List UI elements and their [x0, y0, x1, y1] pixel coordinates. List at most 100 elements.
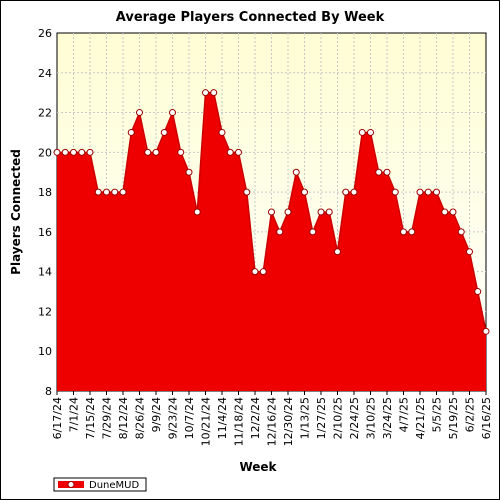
x-tick-label: 11/18/24: [233, 397, 246, 446]
data-point: [169, 109, 176, 117]
x-tick-label: 12/30/24: [282, 397, 295, 446]
y-tick-label: 26: [38, 27, 52, 40]
data-point: [358, 128, 366, 136]
data-point: [309, 228, 317, 236]
data-point: [268, 208, 275, 216]
y-axis-label: Players Connected: [9, 149, 23, 275]
data-point: [400, 228, 407, 236]
data-point: [482, 327, 490, 335]
data-point: [474, 288, 482, 296]
data-point: [193, 208, 201, 216]
x-tick-label: 10/21/24: [200, 397, 213, 446]
legend-marker: [67, 481, 75, 488]
x-tick-label: 3/24/25: [381, 397, 394, 439]
x-axis-label: Week: [239, 460, 277, 474]
data-point: [86, 148, 94, 156]
data-point: [375, 168, 383, 176]
data-point: [70, 148, 77, 156]
y-tick-label: 8: [45, 385, 52, 398]
data-point: [367, 128, 374, 136]
data-point: [61, 148, 69, 156]
data-point: [119, 188, 127, 196]
data-point: [416, 188, 424, 196]
data-point: [243, 188, 251, 196]
legend-label-dunemud: DuneMUD: [89, 480, 139, 491]
data-point: [391, 188, 399, 196]
data-point: [292, 168, 300, 176]
data-point: [235, 148, 242, 156]
data-point: [103, 188, 110, 196]
data-point: [350, 188, 358, 196]
x-tick-label: 6/2/25: [464, 397, 477, 432]
x-tick-label: 6/17/24: [51, 397, 64, 439]
data-point: [202, 89, 209, 97]
data-point: [136, 109, 143, 117]
x-tick-label: 7/1/24: [68, 397, 81, 432]
x-tick-label: 5/5/25: [431, 397, 444, 432]
data-point: [433, 188, 440, 196]
x-tick-label: 10/7/24: [183, 397, 196, 439]
data-point: [342, 188, 350, 196]
y-axis-ticks: 8 10 12 14 16 18 20 22 24 26: [38, 27, 52, 398]
data-point: [127, 128, 135, 136]
y-tick-label: 12: [38, 305, 52, 318]
data-point: [449, 208, 457, 216]
x-tick-label: 9/23/24: [167, 397, 180, 439]
x-axis-ticks: 6/17/24 7/1/24 7/15/24 7/29/24 8/12/24 8/26/2…: [51, 391, 493, 446]
x-tick-label: 7/15/24: [84, 397, 97, 439]
data-point: [160, 128, 168, 136]
y-tick-label: 16: [38, 226, 52, 239]
data-point: [251, 268, 259, 276]
x-tick-label: 2/10/25: [332, 397, 345, 439]
y-tick-label: 22: [38, 107, 52, 120]
x-tick-label: 9/9/24: [150, 397, 163, 432]
data-point: [218, 128, 226, 136]
data-point: [457, 228, 465, 236]
x-tick-label: 4/7/25: [398, 397, 411, 432]
x-tick-label: 7/29/24: [101, 397, 114, 439]
x-tick-label: 1/27/25: [315, 397, 328, 439]
data-point: [177, 148, 185, 156]
data-point: [111, 188, 119, 196]
data-point: [210, 89, 218, 97]
legend: DuneMUD: [53, 477, 147, 492]
x-tick-label: 6/16/25: [480, 397, 493, 439]
data-point: [152, 148, 160, 156]
chart-title: Average Players Connected By Week: [116, 10, 385, 25]
x-tick-label: 8/26/24: [134, 397, 147, 439]
data-point: [383, 168, 391, 176]
data-point: [301, 188, 308, 196]
data-point: [259, 268, 267, 276]
y-tick-label: 24: [38, 67, 52, 80]
data-point: [78, 148, 86, 156]
data-point: [185, 168, 193, 176]
series-area-dunemud: [57, 92, 486, 392]
x-tick-label: 11/4/24: [216, 397, 229, 439]
data-point: [53, 148, 61, 156]
series-markers: [53, 89, 490, 335]
x-tick-label: 12/16/24: [266, 397, 279, 446]
x-tick-label: 3/10/25: [365, 397, 378, 439]
data-point: [317, 208, 325, 216]
data-point: [94, 188, 102, 196]
x-tick-label: 1/13/25: [299, 397, 312, 439]
data-point: [325, 208, 333, 216]
x-tick-label: 4/21/25: [414, 397, 427, 439]
x-tick-label: 5/19/25: [447, 397, 460, 439]
data-point: [441, 208, 449, 216]
y-tick-label: 10: [38, 345, 52, 358]
x-tick-label: 2/24/25: [348, 397, 361, 439]
x-tick-label: 12/2/24: [249, 397, 262, 439]
data-point: [424, 188, 432, 196]
x-tick-label: 8/12/24: [117, 397, 130, 439]
data-point: [408, 228, 416, 236]
data-point: [334, 248, 341, 256]
data-point: [226, 148, 234, 156]
y-tick-label: 14: [38, 266, 52, 279]
data-point: [466, 248, 473, 256]
y-tick-label: 18: [38, 186, 52, 199]
data-point: [276, 228, 284, 236]
data-point: [144, 148, 152, 156]
y-tick-label: 20: [38, 146, 52, 159]
